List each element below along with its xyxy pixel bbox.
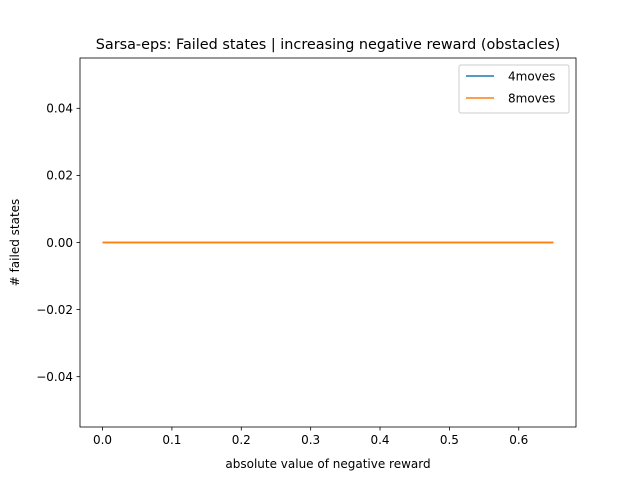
x-tick-label: 0.6 [509,433,528,447]
chart-title: Sarsa-eps: Failed states | increasing ne… [96,37,561,53]
legend-label-8moves: 8moves [508,91,555,105]
y-tick-label: 0.02 [46,169,73,183]
x-axis-label: absolute value of negative reward [225,457,430,471]
y-tick-label: 0.00 [46,236,73,250]
y-tick-label: −0.02 [36,303,73,317]
x-tick-label: 0.4 [370,433,389,447]
legend-label-4moves: 4moves [508,69,555,83]
x-axis: 0.0 0.1 0.2 0.3 0.4 0.5 0.6 [93,427,528,447]
y-axis: −0.04 −0.02 0.00 0.02 0.04 [36,102,80,384]
y-tick-label: −0.04 [36,370,73,384]
x-tick-label: 0.2 [232,433,251,447]
x-tick-label: 0.3 [301,433,320,447]
legend: 4moves 8moves [458,64,570,114]
x-tick-label: 0.5 [440,433,459,447]
x-tick-label: 0.0 [93,433,112,447]
x-tick-label: 0.1 [162,433,181,447]
legend-box [458,64,570,114]
y-axis-label: # failed states [8,199,22,287]
y-tick-label: 0.04 [46,102,73,116]
